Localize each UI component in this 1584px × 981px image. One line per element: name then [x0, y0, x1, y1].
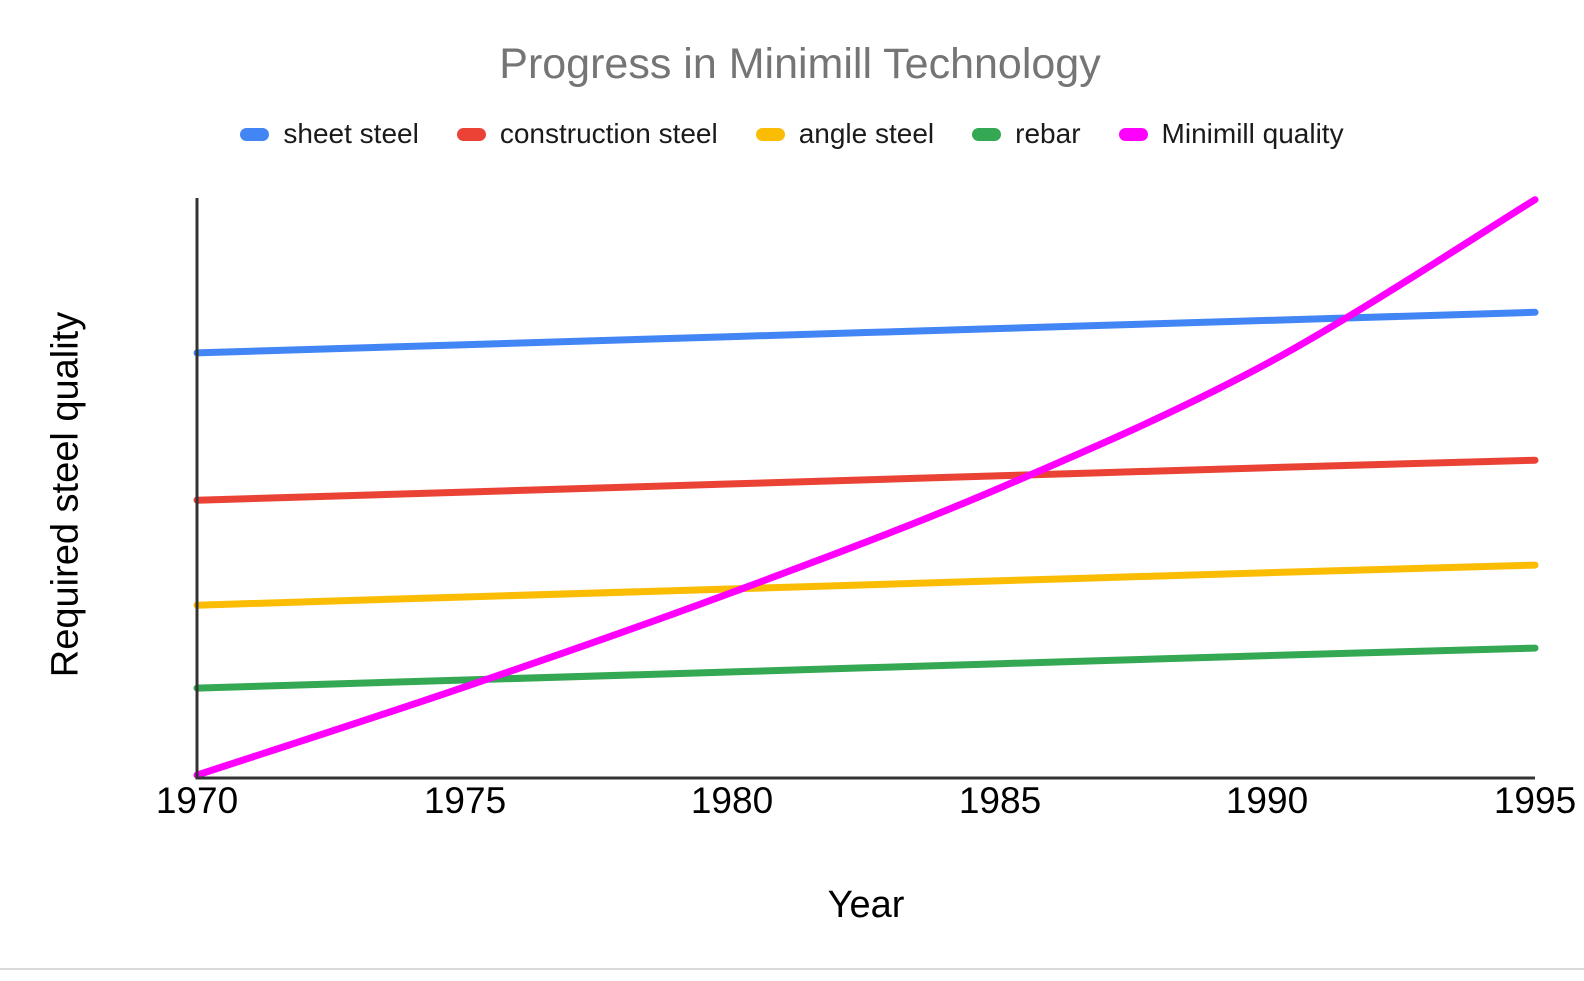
series-line-minimill-quality	[193, 196, 1539, 779]
legend-label: angle steel	[798, 118, 935, 149]
bottom-divider	[0, 968, 1584, 970]
legend-item-angle-steel: angle steel	[755, 118, 935, 150]
legend-label: rebar	[1015, 118, 1081, 149]
series-line-sheet-steel	[193, 308, 1539, 357]
x-tick-label: 1975	[423, 780, 507, 821]
x-tick-label: 1990	[1225, 780, 1309, 821]
legend-label: Minimill quality	[1161, 118, 1344, 149]
legend-item-rebar: rebar	[972, 118, 1081, 150]
legend-swatch-sheet-steel	[240, 127, 270, 141]
x-tick-label: 1970	[155, 780, 239, 821]
legend-swatch-angle-steel	[755, 127, 785, 141]
x-axis-title: Year	[827, 884, 905, 926]
legend-item-minimill-quality: Minimill quality	[1118, 118, 1344, 150]
legend-swatch-rebar	[972, 127, 1002, 141]
chart-title: Progress in Minimill Technology	[499, 40, 1101, 88]
x-tick-label: 1995	[1493, 780, 1577, 821]
series-line-angle-steel	[193, 561, 1539, 609]
x-tick-label: 1980	[690, 780, 774, 821]
series-line-rebar	[193, 644, 1539, 692]
legend-item-construction-steel: construction steel	[456, 118, 718, 150]
legend-label: construction steel	[499, 118, 718, 149]
series-paths	[193, 196, 1539, 779]
legend-swatch-minimill-quality	[1118, 127, 1148, 141]
legend: sheet steel construction steel angle ste…	[0, 118, 1584, 150]
legend-label: sheet steel	[283, 118, 419, 149]
legend-swatch-construction-steel	[456, 127, 486, 141]
legend-item-sheet-steel: sheet steel	[240, 118, 419, 150]
series-line-construction-steel	[193, 456, 1539, 504]
x-tick-label: 1985	[958, 780, 1042, 821]
